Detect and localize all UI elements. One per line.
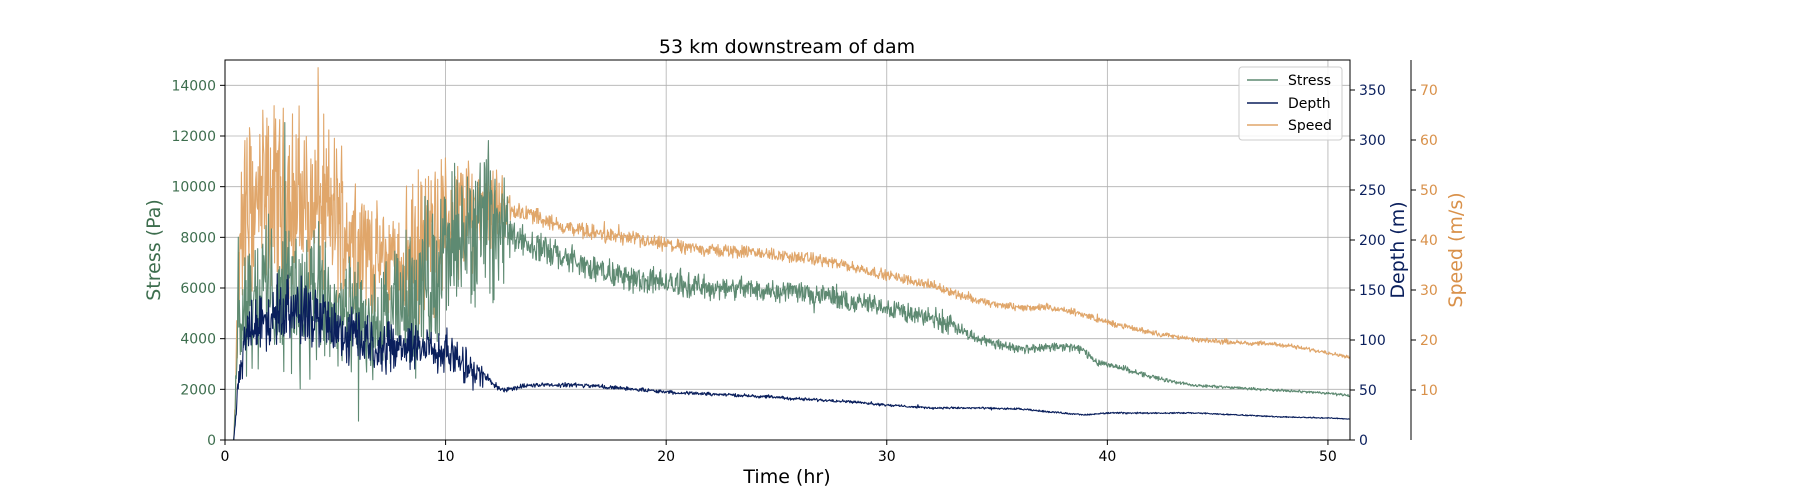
y-tick-label-speed: 70 (1420, 83, 1438, 99)
y-tick-label-stress: 8000 (180, 230, 216, 246)
axes-layer: 0 10 20 30 40 5002000400060008000100001200014… (171, 60, 1438, 465)
legend-label-speed: Speed (1288, 118, 1332, 134)
x-tick-label: 50 (1319, 449, 1337, 465)
y-tick-label-stress: 4000 (180, 332, 216, 348)
series-layer (225, 67, 1350, 440)
y-tick-label-speed: 40 (1420, 233, 1438, 249)
plot-frame (224, 59, 1351, 441)
legend-box (1238, 66, 1343, 141)
y-tick-label-depth: 200 (1359, 233, 1386, 249)
y-tick-label-depth: 150 (1359, 283, 1386, 299)
x-tick-label: 20 (657, 449, 675, 465)
y-tick-label-speed: 50 (1420, 183, 1438, 199)
y-tick-label-depth: 0 (1359, 433, 1368, 449)
x-tick-label: 40 (1098, 449, 1116, 465)
x-tick-label: 30 (878, 449, 896, 465)
y-tick-label-stress: 12000 (171, 129, 216, 145)
legend: Stress Depth Speed (1238, 66, 1343, 141)
y-tick-label-depth: 250 (1359, 183, 1386, 199)
y-tick-label-stress: 6000 (180, 281, 216, 297)
chart-title: 53 km downstream of dam (659, 36, 915, 58)
y-axis-title-speed: Speed (m/s) (1445, 192, 1467, 307)
legend-label-depth: Depth (1288, 96, 1331, 112)
y-tick-label-stress: 2000 (180, 382, 216, 398)
y-tick-label-stress: 0 (207, 433, 216, 449)
series-line-speed (225, 67, 1350, 440)
y-axis-title-depth: Depth (m) (1387, 201, 1409, 298)
y-tick-label-speed: 60 (1420, 133, 1438, 149)
y-tick-label-speed: 10 (1420, 383, 1438, 399)
x-axis-title: Time (hr) (742, 466, 830, 488)
y-tick-label-depth: 300 (1359, 133, 1386, 149)
series-line-depth (225, 273, 1350, 440)
y-axis-title-stress: Stress (Pa) (143, 199, 165, 301)
y-tick-label-depth: 100 (1359, 333, 1386, 349)
y-tick-label-speed: 30 (1420, 283, 1438, 299)
y-tick-label-speed: 20 (1420, 333, 1438, 349)
y-tick-label-depth: 350 (1359, 83, 1386, 99)
y-tick-label-depth: 50 (1359, 383, 1377, 399)
legend-label-stress: Stress (1288, 73, 1331, 89)
series-line-stress (225, 122, 1350, 440)
y-tick-label-stress: 10000 (171, 180, 216, 196)
x-tick-label: 0 (221, 449, 230, 465)
y-tick-label-stress: 14000 (171, 78, 216, 94)
x-tick-label: 10 (437, 449, 455, 465)
